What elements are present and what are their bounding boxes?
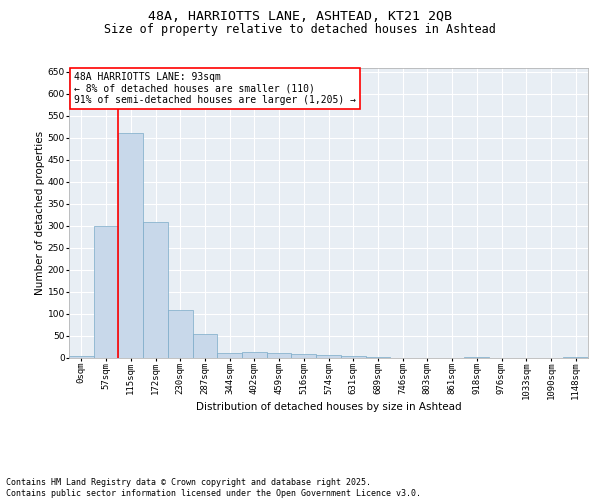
Y-axis label: Number of detached properties: Number of detached properties xyxy=(35,130,45,294)
Bar xyxy=(341,356,365,358)
Bar xyxy=(94,226,118,358)
Bar xyxy=(217,352,242,358)
Bar xyxy=(143,222,168,358)
Text: Contains HM Land Registry data © Crown copyright and database right 2025.
Contai: Contains HM Land Registry data © Crown c… xyxy=(6,478,421,498)
Bar xyxy=(168,310,193,358)
Bar xyxy=(118,134,143,358)
Text: Size of property relative to detached houses in Ashtead: Size of property relative to detached ho… xyxy=(104,22,496,36)
Text: 48A, HARRIOTTS LANE, ASHTEAD, KT21 2QB: 48A, HARRIOTTS LANE, ASHTEAD, KT21 2QB xyxy=(148,10,452,23)
Text: 48A HARRIOTTS LANE: 93sqm
← 8% of detached houses are smaller (110)
91% of semi-: 48A HARRIOTTS LANE: 93sqm ← 8% of detach… xyxy=(74,72,356,105)
Bar xyxy=(242,352,267,358)
Bar xyxy=(292,354,316,358)
Bar xyxy=(267,352,292,358)
X-axis label: Distribution of detached houses by size in Ashtead: Distribution of detached houses by size … xyxy=(196,402,461,412)
Bar xyxy=(316,355,341,358)
Bar xyxy=(69,356,94,358)
Bar xyxy=(193,334,217,357)
